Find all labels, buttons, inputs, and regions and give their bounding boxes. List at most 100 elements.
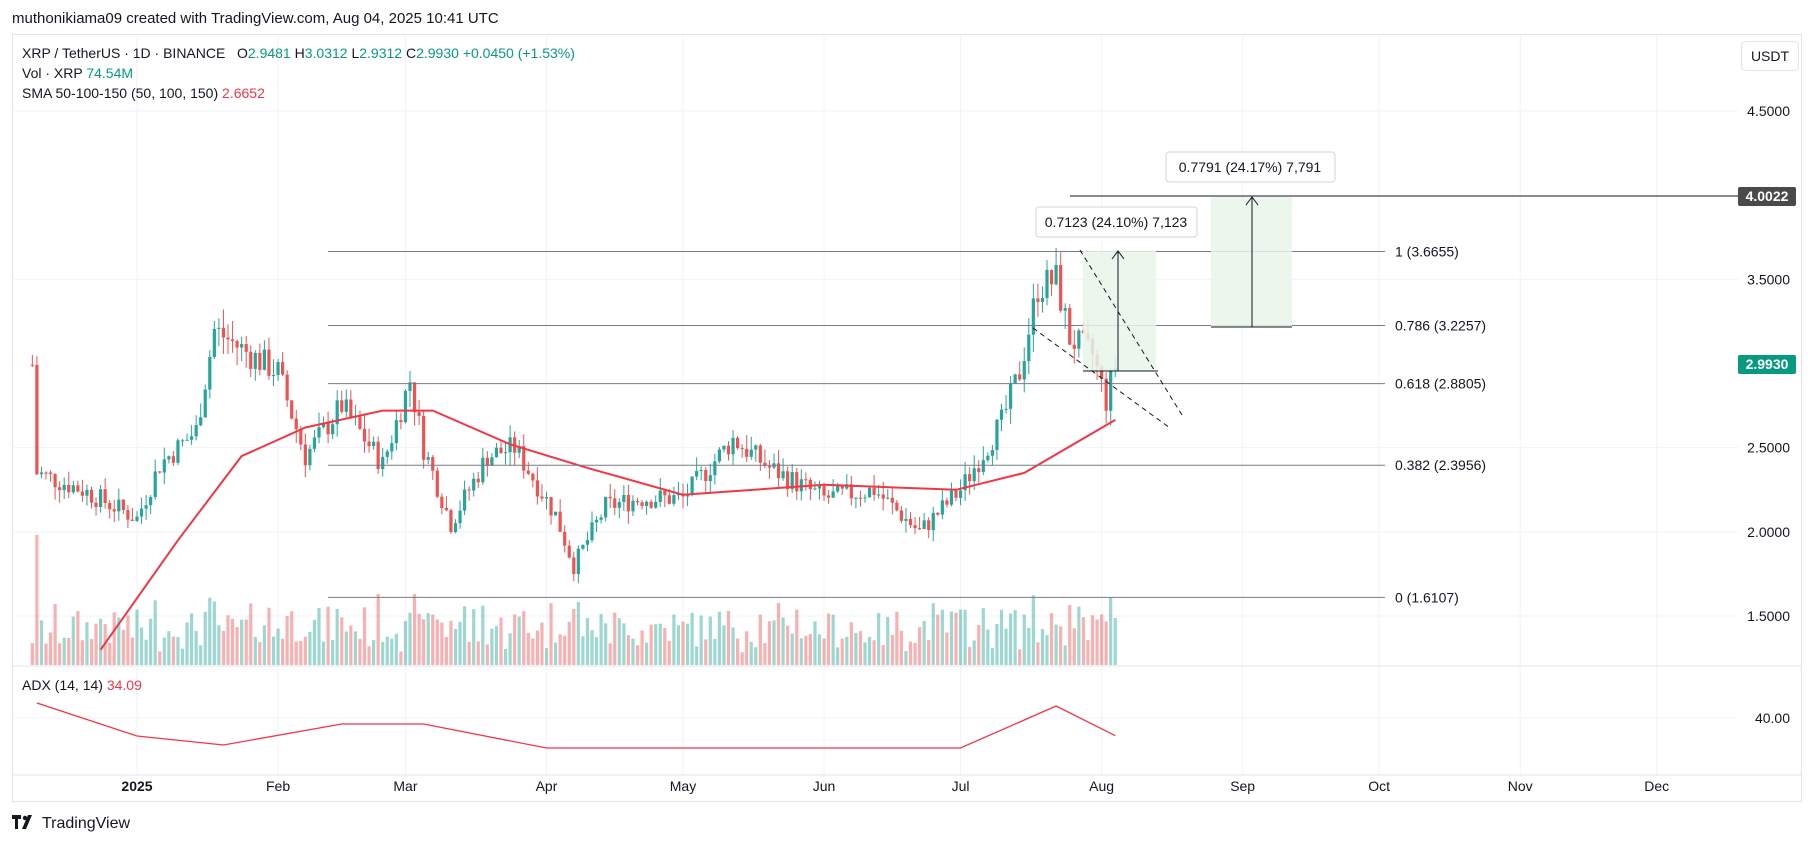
candle-body [158, 471, 162, 473]
volume-bar [394, 633, 398, 665]
volume-bar [1013, 610, 1017, 665]
candle-body [963, 474, 967, 491]
volume-bar [918, 627, 922, 665]
volume-bar [699, 615, 703, 665]
volume-bar [194, 630, 198, 665]
volume-bar [1049, 613, 1054, 665]
volume-bar [667, 641, 671, 665]
volume-bar [444, 637, 448, 665]
volume-bar [1059, 626, 1063, 665]
measure-label-box-2 [1165, 151, 1336, 183]
volume-bar [858, 631, 863, 665]
candle-body [1045, 269, 1049, 299]
volume-bar [913, 642, 917, 665]
volume-bar [617, 618, 621, 665]
candle-body [412, 382, 417, 413]
candle-body [790, 472, 794, 490]
candle-body [936, 512, 940, 515]
volume-bar [776, 602, 781, 665]
candle-body [331, 424, 335, 435]
volume-bar [922, 621, 926, 665]
candle-body [171, 456, 175, 463]
volume-bar [1109, 597, 1113, 665]
sma-line [99, 409, 1116, 651]
candle-body [453, 523, 458, 533]
volume-bar [130, 637, 135, 665]
volume-bar [535, 630, 539, 665]
candle-body [549, 497, 553, 516]
volume-bar [362, 607, 367, 665]
volume-bar [244, 619, 248, 665]
candle-body [235, 341, 239, 348]
candle-body [258, 353, 262, 370]
candle-body [999, 409, 1004, 420]
target-price-tag-text: 4.0022 [1746, 188, 1789, 204]
volume-bar [563, 635, 567, 665]
candle-body [89, 489, 94, 503]
time-axis-label: Jun [813, 778, 836, 794]
candle-body [121, 499, 125, 511]
currency-unit-button[interactable]: USDT [1741, 41, 1799, 71]
volume-bar [854, 632, 858, 665]
tradingview-logo[interactable]: TradingView [12, 815, 130, 833]
legend-volume-label: Vol · XRP [22, 65, 83, 81]
candle-body [654, 501, 658, 508]
volume-bar [1063, 645, 1067, 665]
volume-bar [517, 616, 521, 665]
fib-level-label: 1 (3.6655) [1395, 243, 1459, 259]
candle-body [968, 474, 972, 482]
volume-bar [599, 614, 603, 665]
chart-frame[interactable] [12, 34, 1802, 802]
volume-bar [62, 637, 66, 665]
fib-level-label: 0.786 (3.2257) [1395, 318, 1486, 334]
volume-bar [144, 639, 148, 665]
volume-bar [1100, 614, 1104, 665]
candle-body [317, 427, 321, 438]
time-axis-label: 2025 [121, 778, 152, 794]
volume-bar [731, 627, 735, 665]
volume-bar [968, 647, 972, 665]
volume-bar [317, 607, 321, 665]
legend-sma: SMA 50-100-150 (50, 100, 150) 2.6652 [22, 84, 265, 102]
candle-body [249, 351, 253, 369]
volume-bar [594, 637, 599, 665]
legend-symbol: XRP / TetherUS · 1D · BINANCE [22, 45, 226, 61]
candle-body [763, 462, 767, 466]
volume-bar [485, 644, 489, 665]
volume-bar [786, 625, 790, 665]
candle-body [467, 489, 471, 491]
volume-bar [772, 620, 776, 665]
candle-body [199, 417, 203, 426]
time-axis-label: May [670, 778, 696, 794]
volume-bar [849, 622, 853, 665]
volume-bar [940, 609, 944, 665]
candle-body [522, 446, 526, 471]
candle-body [635, 500, 640, 503]
candle-body [858, 497, 863, 499]
legend-sma-label: SMA 50-100-150 (50, 100, 150) [22, 85, 219, 101]
volume-bar [708, 616, 712, 665]
volume-bar [1009, 613, 1013, 665]
candle-body [695, 471, 699, 477]
volume-bar [135, 609, 139, 665]
volume-bar [544, 648, 549, 665]
candle-body [817, 486, 822, 489]
volume-bar [94, 623, 98, 665]
candle-body [913, 525, 917, 529]
legend-close-label: C [405, 45, 417, 61]
volume-bar [531, 638, 535, 665]
attribution-text: muthonikiama09 created with TradingView.… [12, 10, 499, 27]
time-axis-label: Oct [1368, 778, 1390, 794]
candle-body [103, 489, 107, 504]
volume-bar [526, 632, 530, 665]
volume-bar [99, 618, 103, 665]
volume-bar [226, 615, 230, 665]
volume-bar [863, 642, 867, 665]
candle-body [554, 511, 558, 516]
legend-volume: Vol · XRP 74.54M [22, 64, 133, 82]
legend-high-label: H [294, 45, 305, 61]
price-axis-label: 2.0000 [1747, 524, 1790, 540]
volume-bar [340, 617, 344, 665]
candle-body [758, 445, 762, 463]
